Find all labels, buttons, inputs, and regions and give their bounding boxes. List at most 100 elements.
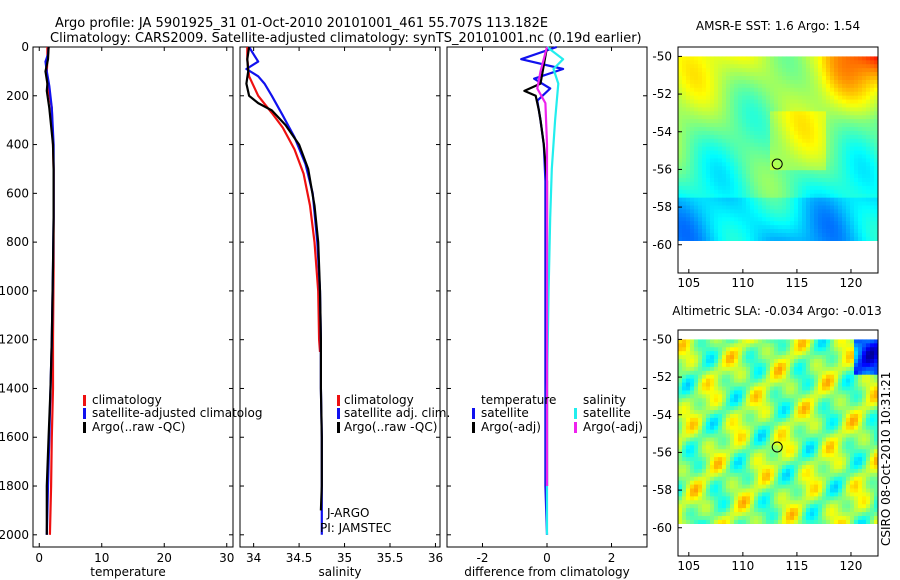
map-cell xyxy=(798,512,803,517)
map-cell xyxy=(778,201,783,206)
map-cell xyxy=(746,240,751,241)
map-cell xyxy=(778,205,783,210)
map-cell xyxy=(726,142,731,148)
map-cell xyxy=(862,134,867,140)
map-cell xyxy=(786,79,791,85)
map-cell xyxy=(778,347,783,352)
map-cell xyxy=(842,410,847,415)
map-cell xyxy=(854,213,859,218)
map-cell xyxy=(830,201,835,206)
map-cell xyxy=(814,339,819,344)
map-cell xyxy=(718,484,723,489)
map-cell xyxy=(786,413,791,419)
map-cell xyxy=(818,398,823,403)
map-cell xyxy=(822,402,827,407)
map-cell xyxy=(702,185,707,191)
map-cell xyxy=(690,130,695,136)
map-cell xyxy=(714,170,719,175)
map-cell xyxy=(854,425,859,431)
map-cell xyxy=(798,166,803,171)
map-cell xyxy=(858,240,863,241)
map-cell xyxy=(790,457,795,462)
map-cell xyxy=(706,410,711,415)
difference-xlabel: difference from climatology xyxy=(464,565,630,579)
map-cell xyxy=(834,213,839,218)
map-cell xyxy=(838,201,843,206)
map-cell xyxy=(834,449,839,454)
map-cell xyxy=(766,492,771,497)
map-cell xyxy=(810,72,815,77)
map-cell xyxy=(718,181,723,187)
map-cell xyxy=(694,453,699,458)
map-cell xyxy=(706,406,711,411)
map-cell xyxy=(742,197,747,202)
map-cell xyxy=(782,150,787,155)
map-cell xyxy=(686,83,691,89)
map-cell xyxy=(846,464,851,470)
map-cell xyxy=(874,72,878,77)
map-cell xyxy=(802,95,807,100)
map-cell xyxy=(786,213,791,218)
map-cell xyxy=(702,398,707,403)
map-cell xyxy=(714,366,719,372)
map-cell xyxy=(814,406,819,411)
map-cell xyxy=(790,394,795,399)
map-cell xyxy=(874,232,878,238)
map-cell xyxy=(870,417,875,423)
map-cell xyxy=(866,347,871,352)
map-cell xyxy=(798,394,803,399)
map-cell xyxy=(682,508,687,513)
map-cell xyxy=(710,417,715,423)
map-cell xyxy=(790,178,795,183)
map-cell xyxy=(766,496,771,501)
map-cell xyxy=(854,339,859,344)
map-cell xyxy=(874,91,878,97)
map-cell xyxy=(846,95,851,100)
map-cell xyxy=(698,476,703,482)
map-cell xyxy=(686,170,691,175)
map-cell xyxy=(742,386,747,391)
map-cell xyxy=(822,217,827,222)
map-cell xyxy=(834,457,839,462)
map-cell xyxy=(778,417,783,423)
map-cell xyxy=(846,425,851,431)
map-cell xyxy=(842,523,847,524)
map-cell xyxy=(702,138,707,144)
map-cell xyxy=(782,500,787,505)
map-cell xyxy=(798,56,803,61)
map-cell xyxy=(806,492,811,497)
map-cell xyxy=(686,72,691,77)
map-cell xyxy=(850,461,855,466)
map-cell xyxy=(774,115,779,120)
map-cell xyxy=(726,158,731,163)
map-cell xyxy=(730,398,735,403)
map-cell xyxy=(858,468,863,474)
map-cell xyxy=(750,225,755,230)
map-cell xyxy=(810,174,815,179)
map-cell xyxy=(874,362,878,368)
map-cell xyxy=(678,201,683,206)
map-cell xyxy=(690,111,695,116)
map-cell xyxy=(754,362,759,368)
map-cell xyxy=(798,111,803,116)
map-cell xyxy=(826,421,831,427)
map-cell xyxy=(682,476,687,482)
map-cell xyxy=(754,103,759,108)
map-cell xyxy=(838,119,843,124)
map-cell xyxy=(778,225,783,230)
map-cell xyxy=(866,193,871,199)
map-cell xyxy=(758,127,763,132)
legend-swatch-satellite xyxy=(83,408,86,419)
map-cell xyxy=(694,464,699,470)
map-cell xyxy=(814,178,819,183)
map-cell xyxy=(842,406,847,411)
map-cell xyxy=(846,355,851,360)
map-cell xyxy=(790,472,795,478)
map-cell xyxy=(702,425,707,431)
map-cell xyxy=(766,91,771,97)
map-cell xyxy=(870,492,875,497)
map-cell xyxy=(782,146,787,151)
map-cell xyxy=(794,213,799,218)
map-cell xyxy=(754,111,759,116)
map-cell xyxy=(750,382,755,387)
